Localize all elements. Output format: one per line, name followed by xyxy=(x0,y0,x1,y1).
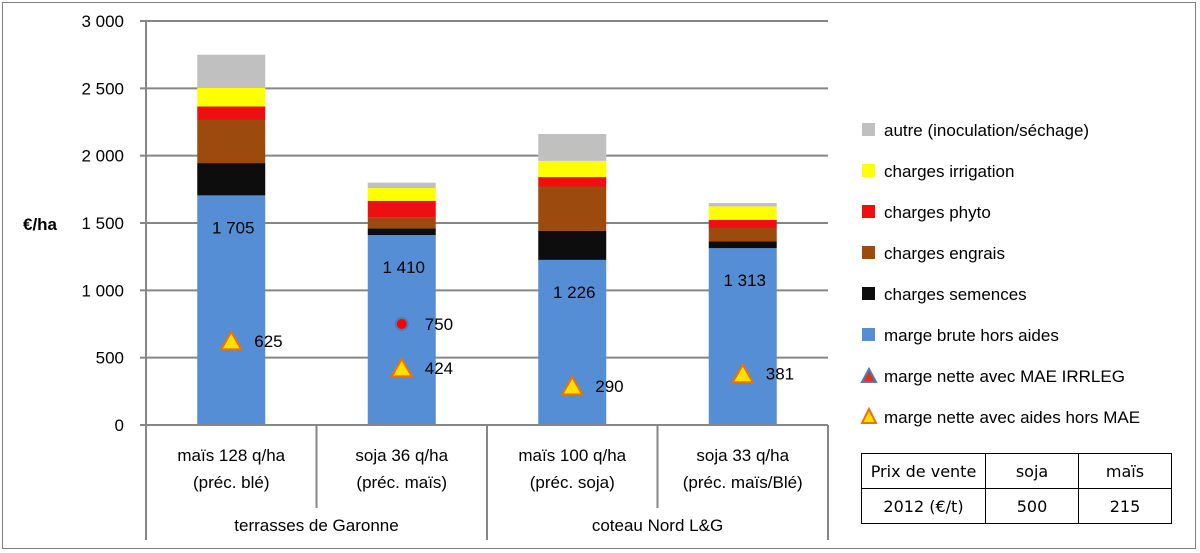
category-label-line1: maïs 128 q/ha xyxy=(177,446,285,465)
marker-triangle xyxy=(731,362,755,384)
bar-segment xyxy=(197,54,266,88)
bar-segment xyxy=(367,200,436,218)
y-tick-label: 2 500 xyxy=(81,79,124,98)
bar-segment xyxy=(708,203,777,207)
bar-segment xyxy=(708,227,777,242)
legend-label: charges engrais xyxy=(884,244,1005,263)
legend-label: marge brute hors aides xyxy=(884,326,1059,345)
category-label-line2: (préc. blé) xyxy=(193,473,270,492)
bar-segment xyxy=(538,160,607,178)
price-table-col-mais: maïs xyxy=(1078,453,1172,489)
bar-segment xyxy=(538,230,607,260)
legend-label: charges phyto xyxy=(884,203,991,222)
group-label: coteau Nord L&G xyxy=(592,516,723,535)
legend-swatch xyxy=(862,123,875,136)
bar-data-label: 1 705 xyxy=(212,218,255,237)
bar-segment xyxy=(708,248,777,425)
bar-segment xyxy=(197,195,266,425)
bar-data-label: 1 226 xyxy=(553,283,596,302)
bar-segment xyxy=(538,186,607,231)
bar-segment xyxy=(538,259,607,425)
bar-segment xyxy=(367,217,436,229)
category-label-line1: soja 36 q/ha xyxy=(355,446,448,465)
legend-marker-circle xyxy=(860,366,878,383)
y-tick-label: 0 xyxy=(115,416,124,435)
category-label-line2: (préc. soja) xyxy=(530,473,615,492)
legend-label: autre (inoculation/séchage) xyxy=(884,121,1089,140)
bar-segment xyxy=(197,87,266,107)
legend-swatch xyxy=(862,164,875,177)
price-table-value-soja: 500 xyxy=(985,488,1079,524)
price-table: Prix de vente soja maïs 2012 (€/t) 500 2… xyxy=(861,453,1172,524)
bar-segment xyxy=(197,106,266,120)
legend-swatch xyxy=(862,328,875,341)
marker-label: 424 xyxy=(425,359,453,378)
y-tick-label: 500 xyxy=(96,349,124,368)
marker-label: 290 xyxy=(595,377,623,396)
bar-segment xyxy=(197,119,266,164)
price-table-title-line2: 2012 (€/t) xyxy=(861,488,986,524)
group-label: terrasses de Garonne xyxy=(234,516,398,535)
category-label-line2: (préc. maïs/Blé) xyxy=(683,473,803,492)
bar-segment xyxy=(708,241,777,249)
marker-label: 625 xyxy=(254,332,282,351)
bar-segment xyxy=(367,182,436,188)
legend-label: charges irrigation xyxy=(884,162,1014,181)
category-label-line1: soja 33 q/ha xyxy=(696,446,789,465)
legend-swatch xyxy=(862,246,875,259)
bar-segment xyxy=(367,228,436,236)
legend-swatch xyxy=(862,287,875,300)
marker-label: 381 xyxy=(766,365,794,384)
bar-segment xyxy=(538,133,607,161)
bar-data-label: 1 410 xyxy=(382,258,425,277)
legend-label: charges semences xyxy=(884,285,1027,304)
price-table-col-soja: soja xyxy=(985,453,1079,489)
bar-segment xyxy=(538,177,607,187)
y-tick-label: 3 000 xyxy=(81,12,124,31)
legend-label: marge nette avec MAE IRRLEG xyxy=(884,367,1125,386)
marker-triangle xyxy=(390,356,414,378)
marker-triangle xyxy=(560,374,584,396)
bar-segment xyxy=(708,219,777,228)
y-tick-label: 2 000 xyxy=(81,147,124,166)
bar-segment xyxy=(708,206,777,220)
price-table-title-line1: Prix de vente xyxy=(861,453,986,489)
marker-circle xyxy=(394,317,409,331)
y-tick-label: 1 500 xyxy=(81,214,124,233)
y-tick-label: 1 000 xyxy=(81,281,124,300)
y-axis-label: €/ha xyxy=(23,215,58,234)
category-label-line1: maïs 100 q/ha xyxy=(518,446,626,465)
bar-data-label: 1 313 xyxy=(723,271,766,290)
bar-segment xyxy=(197,163,266,196)
legend-marker-triangle xyxy=(860,406,878,424)
price-table-value-mais: 215 xyxy=(1078,488,1172,524)
bar-segment xyxy=(367,187,436,201)
category-label-line2: (préc. maïs) xyxy=(356,473,447,492)
marker-label: 750 xyxy=(425,315,453,334)
legend-label: marge nette avec aides hors MAE xyxy=(884,408,1140,427)
marker-triangle xyxy=(219,329,243,351)
legend-swatch xyxy=(862,205,875,218)
